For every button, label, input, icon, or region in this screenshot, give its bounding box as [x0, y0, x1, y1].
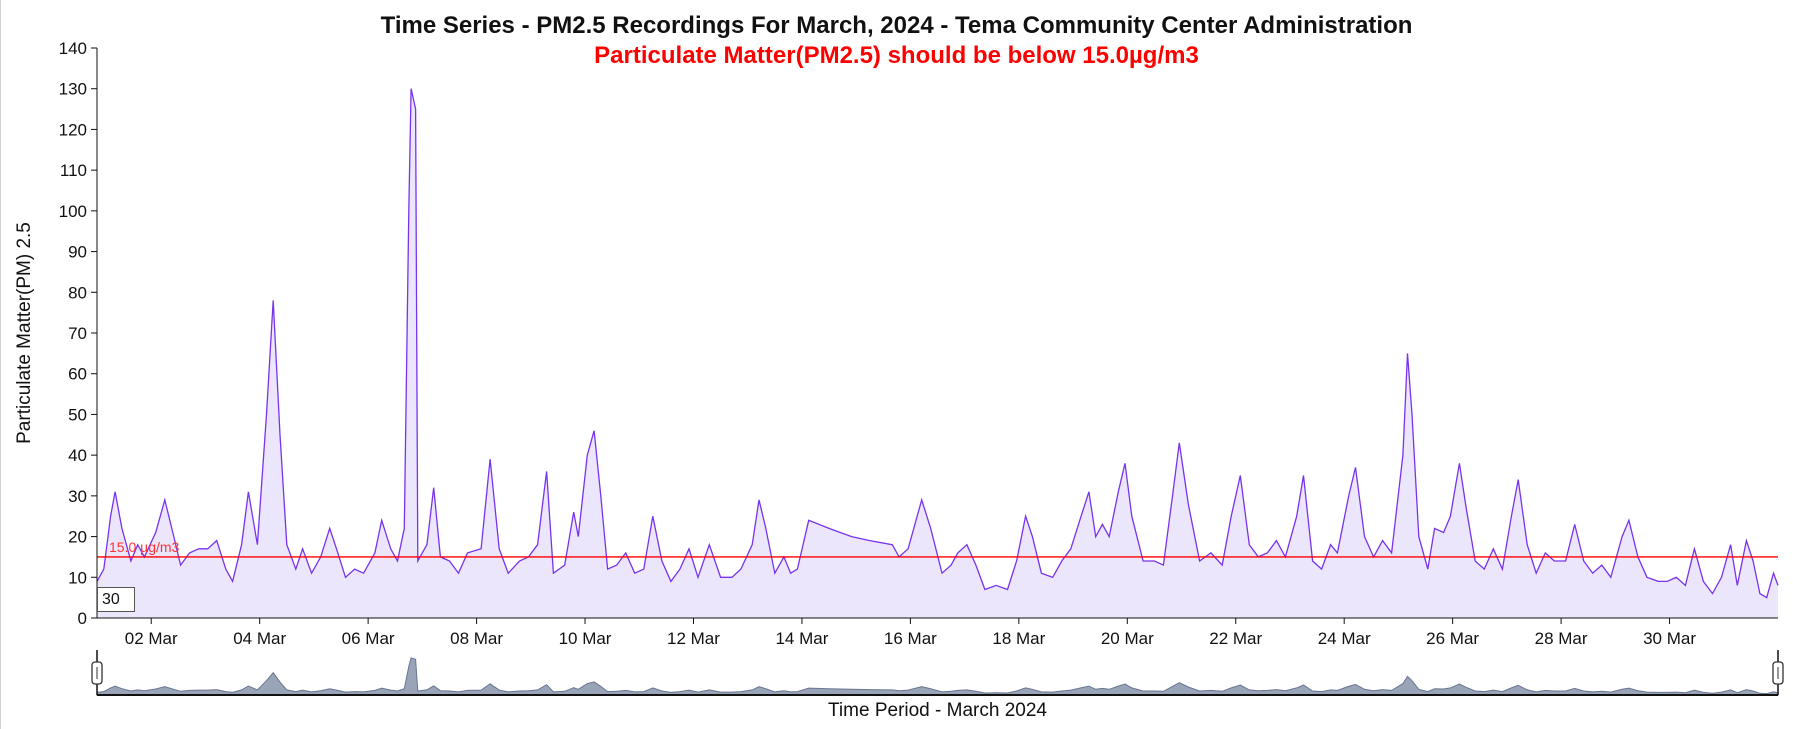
y-tick-label: 130 [59, 80, 87, 99]
y-tick-label: 60 [68, 365, 87, 384]
x-tick-label: 28 Mar [1535, 629, 1588, 648]
threshold-label: 15.0 µg/m3 [109, 539, 180, 555]
y-tick-label: 140 [59, 39, 87, 58]
y-tick-label: 10 [68, 568, 87, 587]
y-tick-label: 120 [59, 120, 87, 139]
chart-subtitle: Particulate Matter(PM2.5) should be belo… [594, 42, 1199, 69]
x-tick-label: 22 Mar [1209, 629, 1262, 648]
y-tick-label: 90 [68, 243, 87, 262]
x-tick-label: 16 Mar [884, 629, 937, 648]
chart-title: Time Series - PM2.5 Recordings For March… [380, 12, 1413, 39]
x-tick-label: 20 Mar [1101, 629, 1154, 648]
x-tick-label: 06 Mar [342, 629, 395, 648]
brush-navigator[interactable] [91, 650, 1784, 696]
x-tick-label: 14 Mar [775, 629, 828, 648]
brush-area [96, 657, 1779, 696]
x-tick-label: 18 Mar [992, 629, 1045, 648]
x-tick-label: 04 Mar [233, 629, 286, 648]
y-tick-label: 40 [68, 446, 87, 465]
y-tick-label: 100 [59, 202, 87, 221]
y-tick-label: 20 [68, 528, 87, 547]
x-tick-label: 10 Mar [559, 629, 612, 648]
x-axis-ticks: 02 Mar 04 Mar 06 Mar 08 Mar 10 Mar 12 Mar 14 M… [125, 618, 1696, 648]
x-tick-label: 30 Mar [1643, 629, 1696, 648]
x-axis-label: Time Period - March 2024 [828, 700, 1047, 721]
period-input[interactable]: 30 [97, 587, 135, 612]
y-tick-label: 110 [60, 161, 87, 180]
y-tick-label: 0 [78, 609, 87, 628]
left-border [0, 0, 1, 729]
x-tick-label: 02 Mar [125, 629, 178, 648]
x-tick-label: 12 Mar [667, 629, 720, 648]
main-plot-area: 15.0 µg/m3 0 10 20 30 40 50 60 70 80 90 100 110 120 1… [14, 39, 1779, 648]
y-axis-ticks: 0 10 20 30 40 50 60 70 80 90 100 110 120 130 140 [59, 39, 97, 628]
series-line [96, 88, 1779, 599]
y-tick-label: 70 [68, 324, 87, 343]
x-tick-label: 08 Mar [450, 629, 503, 648]
x-tick-label: 24 Mar [1318, 629, 1371, 648]
y-axis-label: Particulate Matter(PM) 2.5 [14, 222, 35, 444]
y-tick-label: 50 [68, 405, 87, 424]
y-tick-label: 80 [68, 283, 87, 302]
y-tick-label: 30 [68, 487, 87, 506]
x-tick-label: 26 Mar [1426, 629, 1479, 648]
